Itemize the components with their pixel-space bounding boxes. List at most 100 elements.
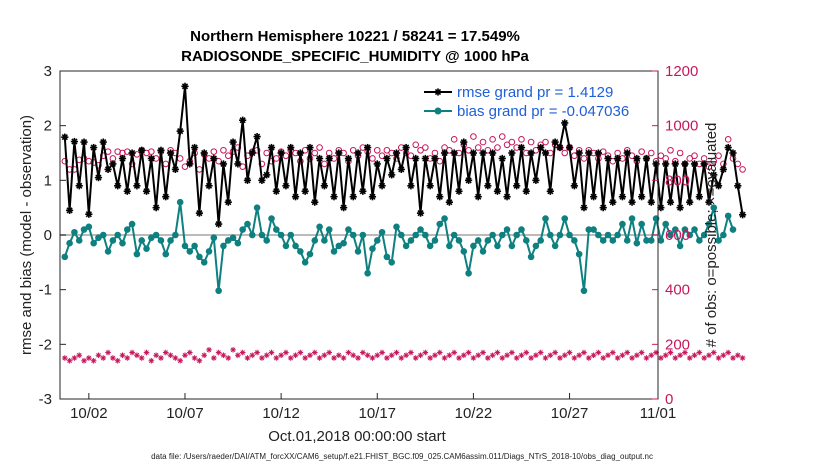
bias-point	[498, 231, 506, 239]
evaluated-obs-point-stroke	[538, 350, 544, 355]
evaluated-obs-point	[427, 355, 433, 361]
rmse-point	[474, 193, 482, 201]
rmse-point	[272, 187, 280, 195]
evaluated-obs-point	[186, 349, 193, 356]
evaluated-obs-point	[244, 355, 251, 361]
bias-point	[676, 242, 684, 250]
evaluated-obs-point	[287, 355, 294, 361]
evaluated-obs-point	[412, 355, 419, 361]
rmse-point	[104, 165, 112, 173]
rmse-point	[359, 187, 367, 195]
bias-point	[340, 239, 347, 247]
evaluated-obs-point	[138, 355, 145, 361]
rmse-point	[681, 160, 689, 168]
rmse-point-stroke	[407, 182, 415, 189]
bias-point	[547, 231, 554, 239]
rmse-point-stroke	[686, 199, 693, 206]
evaluated-obs-point-stroke	[259, 355, 265, 361]
bias-point	[681, 226, 689, 233]
rmse-point	[378, 182, 386, 190]
bias-point	[277, 231, 285, 239]
rmse-point	[330, 193, 338, 201]
evaluated-obs-point-stroke	[168, 352, 173, 358]
evaluated-obs-point-stroke	[716, 355, 721, 361]
bias-point	[479, 248, 487, 255]
rmse-point	[642, 154, 651, 163]
evaluated-obs-point-stroke	[149, 358, 154, 364]
evaluated-obs-point-stroke	[312, 350, 318, 355]
evaluated-obs-point	[388, 352, 395, 359]
rmse-point	[527, 149, 535, 157]
rmse-point	[666, 198, 675, 206]
rmse-point	[118, 154, 127, 163]
y-tick-label-right: 1200	[665, 63, 698, 80]
rmse-point	[647, 198, 655, 206]
rmse-series-line	[63, 86, 744, 225]
evaluated-obs-point-stroke	[610, 350, 616, 355]
bias-point	[268, 215, 275, 222]
rmse-point	[421, 154, 429, 163]
rmse-point-stroke	[95, 174, 102, 181]
legend-marker-bias	[434, 107, 442, 115]
evaluated-obs-point-stroke	[394, 350, 399, 355]
rmse-point	[320, 182, 328, 190]
rmse-point-stroke	[619, 193, 626, 200]
evaluated-obs-point	[105, 349, 111, 356]
evaluated-obs-point-stroke	[567, 350, 572, 355]
bias-point	[263, 237, 271, 244]
bias-point	[450, 231, 458, 239]
rmse-point	[690, 160, 699, 168]
rmse-point-stroke	[124, 188, 131, 195]
evaluated-obs-point-stroke	[697, 350, 702, 355]
rmse-point	[166, 149, 175, 157]
rmse-point-stroke	[388, 171, 395, 178]
bias-point	[729, 226, 737, 233]
possible-obs-point	[580, 155, 588, 162]
evaluated-obs-point	[225, 355, 232, 361]
rmse-point-stroke	[287, 144, 294, 151]
rmse-point-stroke	[119, 155, 126, 162]
rmse-point-stroke	[499, 155, 506, 162]
evaluated-obs-point-stroke	[576, 352, 582, 358]
bias-point	[575, 250, 583, 258]
bias-point	[474, 237, 482, 244]
rmse-point-stroke	[595, 149, 602, 157]
evaluated-obs-point-stroke	[721, 352, 726, 358]
rmse-point-stroke	[354, 149, 362, 157]
evaluated-obs-point-stroke	[523, 350, 529, 355]
rmse-point-stroke	[479, 149, 487, 157]
evaluated-obs-point-stroke	[81, 358, 87, 364]
bias-point	[720, 231, 727, 239]
evaluated-obs-point	[379, 349, 385, 356]
rmse-point-stroke	[657, 204, 664, 211]
evaluated-obs-point	[619, 352, 626, 359]
rmse-point-stroke	[518, 144, 525, 151]
rmse-point-stroke	[475, 193, 482, 200]
bias-point	[422, 231, 429, 239]
possible-obs-point	[450, 136, 458, 143]
evaluated-obs-point	[340, 355, 347, 361]
rmse-point	[570, 182, 578, 190]
rmse-point-stroke	[80, 138, 88, 146]
evaluated-obs-point-stroke	[158, 355, 164, 361]
bias-point	[465, 269, 472, 277]
evaluated-obs-point-stroke	[519, 352, 524, 358]
bias-point	[99, 231, 107, 239]
y-tick-label-right: 0	[665, 391, 673, 408]
rmse-point-stroke	[523, 188, 530, 195]
bias-point	[119, 239, 126, 247]
evaluated-obs-point	[542, 355, 549, 361]
evaluated-obs-point-stroke	[384, 355, 390, 361]
rmse-point	[133, 182, 141, 190]
evaluated-obs-point	[571, 355, 578, 361]
evaluated-obs-point-stroke	[552, 350, 558, 355]
rmse-point-stroke	[455, 188, 463, 195]
rmse-point	[412, 154, 420, 163]
evaluated-obs-point	[153, 352, 159, 359]
bias-point	[561, 215, 569, 222]
rmse-point	[638, 193, 646, 201]
evaluated-obs-point	[259, 355, 265, 361]
chart-title-line2: RADIOSONDE_SPECIFIC_HUMIDITY @ 1000 hPa	[181, 48, 529, 65]
possible-obs-point	[61, 157, 69, 165]
evaluated-obs-point-stroke	[658, 355, 664, 361]
